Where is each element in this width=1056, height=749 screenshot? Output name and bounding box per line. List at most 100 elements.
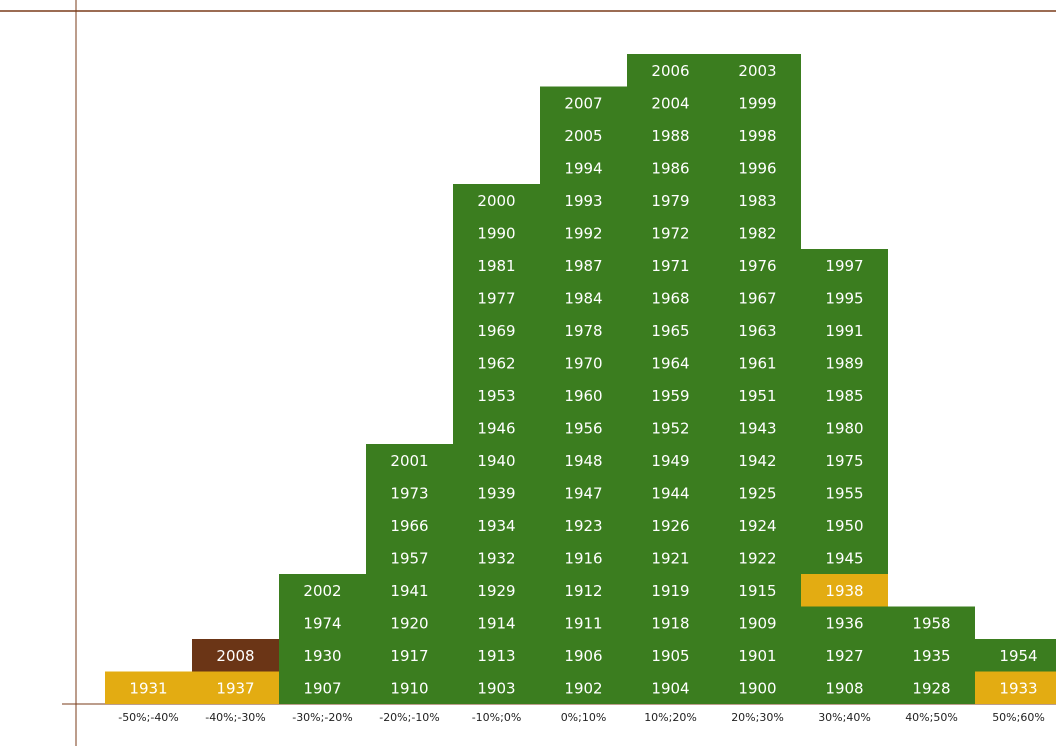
year-label: 2006 [651,62,689,80]
year-cell [366,606,453,639]
year-cell [714,346,801,379]
year-cell [453,574,540,607]
year-cell [627,346,714,379]
year-label: 1974 [303,614,341,632]
year-label: 1930 [303,647,341,665]
year-label: 1969 [477,322,515,340]
year-cell [453,639,540,672]
year-cell [627,151,714,184]
year-label: 1938 [825,582,863,600]
year-label: 1903 [477,679,515,697]
x-category-label: 40%;50% [905,711,958,724]
x-category-label: -10%;0% [472,711,522,724]
year-cell [714,639,801,672]
year-cell [366,639,453,672]
year-cell [453,314,540,347]
year-cell [453,281,540,314]
year-label: 1957 [390,549,428,567]
year-label: 1948 [564,452,602,470]
year-cell [540,541,627,574]
year-cell [627,411,714,444]
year-cell [801,379,888,412]
year-label: 1909 [738,614,776,632]
year-label: 1960 [564,387,602,405]
year-cell [801,249,888,282]
year-label: 2002 [303,582,341,600]
year-cell [627,509,714,542]
year-label: 1933 [999,679,1037,697]
year-label: 1981 [477,257,515,275]
year-cell [453,541,540,574]
year-cell [801,606,888,639]
year-cell [627,444,714,477]
year-cell [801,281,888,314]
year-label: 1990 [477,224,515,242]
year-label: 1956 [564,419,602,437]
year-label: 2005 [564,127,602,145]
year-cell [801,411,888,444]
year-cell [453,379,540,412]
year-label: 1967 [738,289,776,307]
year-cell [714,54,801,87]
year-label: 1971 [651,257,689,275]
year-cell [453,444,540,477]
year-label: 1953 [477,387,515,405]
year-cell [540,411,627,444]
year-label: 1912 [564,582,602,600]
year-cell [627,379,714,412]
year-cell [714,574,801,607]
year-label: 1963 [738,322,776,340]
year-cell [627,574,714,607]
year-label: 1916 [564,549,602,567]
year-cell [279,671,366,704]
year-cell [279,639,366,672]
year-cell [714,184,801,217]
year-cell [714,379,801,412]
year-label: 1973 [390,484,428,502]
year-label: 1943 [738,419,776,437]
year-label: 1941 [390,582,428,600]
year-cell [279,606,366,639]
year-label: 1920 [390,614,428,632]
year-label: 2007 [564,94,602,112]
year-label: 1914 [477,614,515,632]
year-cell [627,281,714,314]
year-label: 1975 [825,452,863,470]
year-cell [540,249,627,282]
year-label: 1931 [129,679,167,697]
year-cell [714,509,801,542]
year-label: 1979 [651,192,689,210]
year-cell [540,379,627,412]
year-cell [714,314,801,347]
year-cell [714,444,801,477]
year-label: 1946 [477,419,515,437]
year-label: 1949 [651,452,689,470]
year-label: 1901 [738,647,776,665]
year-cell [540,216,627,249]
year-cell [540,119,627,152]
year-label: 1908 [825,679,863,697]
year-label: 1966 [390,517,428,535]
x-category-label: 30%;40% [818,711,871,724]
year-cell [453,249,540,282]
year-label: 1942 [738,452,776,470]
year-cell [366,541,453,574]
year-cell [801,574,888,607]
year-cell [714,216,801,249]
year-label: 1993 [564,192,602,210]
year-label: 1907 [303,679,341,697]
year-label: 2003 [738,62,776,80]
year-cell [801,639,888,672]
year-label: 1937 [216,679,254,697]
year-label: 1989 [825,354,863,372]
year-cell [540,151,627,184]
year-label: 1959 [651,387,689,405]
year-cell [453,671,540,704]
year-cell [714,476,801,509]
year-label: 1961 [738,354,776,372]
year-label: 1902 [564,679,602,697]
year-label: 1939 [477,484,515,502]
year-label: 1980 [825,419,863,437]
year-cell [540,314,627,347]
